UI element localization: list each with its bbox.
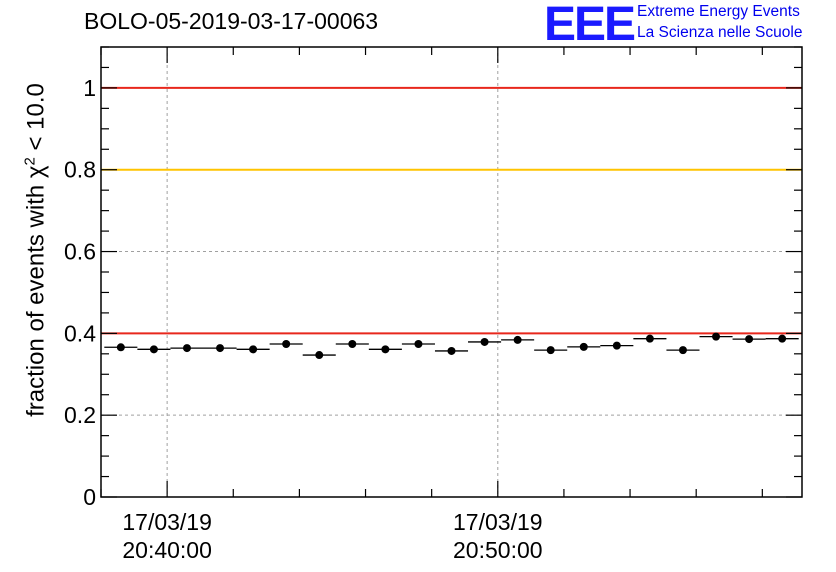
point-marker <box>282 340 291 348</box>
point-marker <box>315 351 324 360</box>
point-marker <box>381 345 390 354</box>
data-point <box>666 346 700 355</box>
x-tick-label-time: 20:40:00 <box>122 537 212 563</box>
point-marker <box>116 343 125 352</box>
point-marker <box>712 332 721 341</box>
data-point <box>269 340 303 348</box>
point-marker <box>414 340 423 348</box>
point-marker <box>149 345 158 354</box>
data-point <box>434 346 469 355</box>
chart-title: BOLO-05-2019-03-17-00063 <box>84 8 379 34</box>
data-point <box>567 342 601 351</box>
point-marker <box>778 334 787 343</box>
point-marker <box>546 346 555 355</box>
y-tick-label: 0.4 <box>64 320 96 346</box>
data-point <box>699 332 733 341</box>
data-point <box>732 335 766 344</box>
data-point <box>765 334 799 343</box>
grid-lines <box>101 47 802 497</box>
point-marker <box>745 335 754 344</box>
x-tick-label-time: 20:50:00 <box>453 537 543 563</box>
data-point <box>137 345 171 354</box>
logo-line-1: Extreme Energy Events <box>637 3 800 20</box>
data-point <box>534 346 568 355</box>
point-marker <box>447 346 456 355</box>
y-tick-label: 1 <box>83 75 96 101</box>
data-point <box>501 335 535 344</box>
point-marker <box>348 340 357 348</box>
y-axis-label: fraction of events with χ2 < 10.0 <box>22 83 51 417</box>
x-tick-label-date: 17/03/19 <box>122 509 212 535</box>
data-point <box>302 351 336 360</box>
y-axis-label-sup: 2 <box>21 157 39 166</box>
data-point <box>633 334 667 343</box>
data-points <box>104 332 799 360</box>
point-marker <box>182 344 191 353</box>
y-axis-label-prefix: fraction of events with <box>22 178 50 417</box>
data-point <box>104 343 138 352</box>
reference-lines <box>101 86 802 335</box>
y-tick-label: 0.2 <box>64 402 96 428</box>
y-axis-label-chi: χ <box>22 165 50 179</box>
eee-logo: EEE <box>544 0 636 51</box>
point-marker <box>612 341 621 350</box>
data-point <box>368 345 402 354</box>
x-tick-label-date: 17/03/19 <box>453 509 543 535</box>
axis-ticks <box>100 46 802 498</box>
data-point <box>468 337 502 346</box>
point-marker <box>480 337 489 346</box>
data-point <box>203 344 237 353</box>
point-marker <box>645 334 654 343</box>
point-marker <box>579 342 588 351</box>
data-point <box>600 341 634 350</box>
y-tick-label: 0 <box>83 484 96 510</box>
data-point <box>236 345 270 354</box>
data-point <box>401 340 435 348</box>
y-tick-label: 0.8 <box>64 157 96 183</box>
plot-frame <box>100 46 803 498</box>
point-marker <box>216 344 225 353</box>
y-tick-label: 0.6 <box>64 239 96 265</box>
plot-border <box>100 46 803 498</box>
logo-line-2: La Scienza nelle Scuole <box>637 24 803 41</box>
point-marker <box>678 346 687 355</box>
point-marker <box>513 335 522 344</box>
point-marker <box>249 345 258 354</box>
data-point <box>170 344 204 353</box>
y-axis-label-suffix: < 10.0 <box>22 83 50 158</box>
data-point <box>335 340 369 348</box>
tick-labels: 00.20.40.60.8117/03/1920:40:0017/03/1920… <box>64 75 543 563</box>
